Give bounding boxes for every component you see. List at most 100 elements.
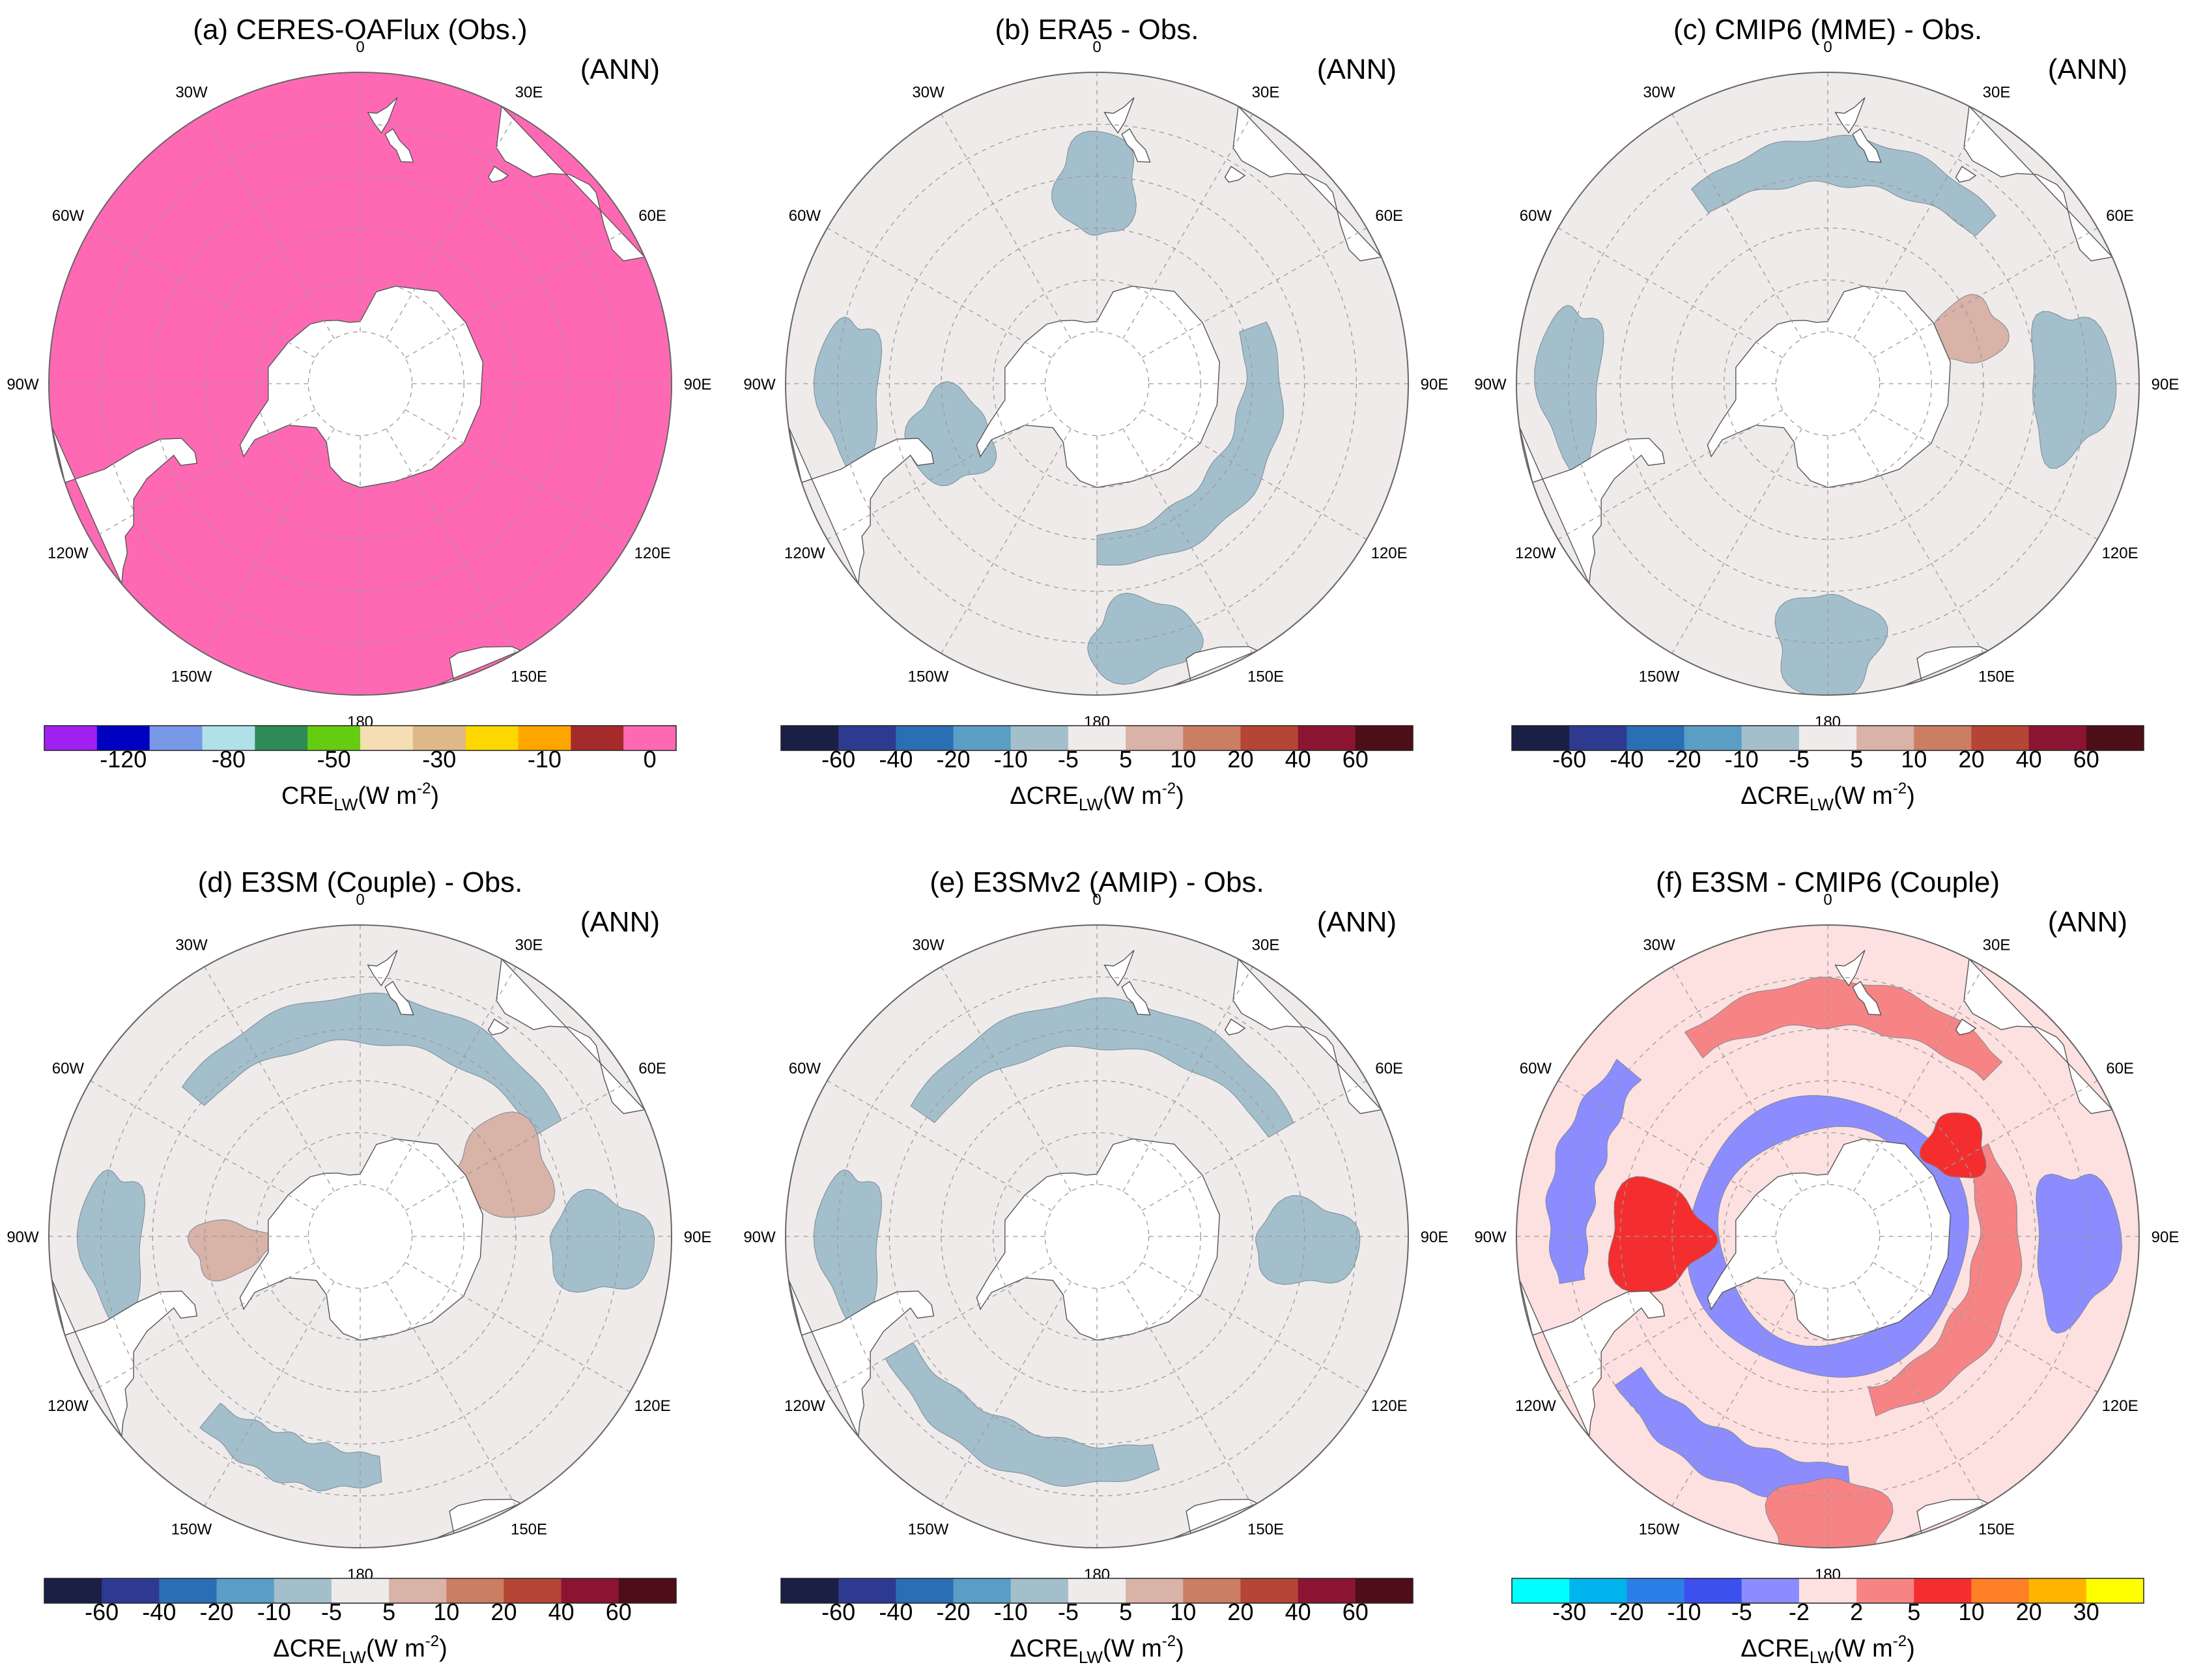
anomaly-region <box>1691 134 1996 237</box>
land-mass <box>1232 958 1383 1115</box>
longitude-gridline <box>1872 1080 2098 1211</box>
land-mass <box>1963 105 2114 262</box>
colorbar-swatch <box>2028 1578 2087 1603</box>
colorbar-swatch <box>1569 1578 1627 1603</box>
colorbar-swatch <box>1627 1578 1685 1603</box>
longitude-gridline <box>1557 409 1783 540</box>
land-mass <box>1103 97 1135 134</box>
anomaly-region <box>1919 1112 1987 1178</box>
latitude-gridline <box>993 1132 1201 1341</box>
anomaly-region <box>1051 130 1137 236</box>
colorbar-swatch <box>896 1578 954 1603</box>
longitude-label: 60E <box>638 1060 666 1077</box>
land-mass <box>496 105 646 262</box>
colorbar-swatch <box>202 726 255 750</box>
colorbar-swatch <box>465 726 519 750</box>
longitude-label: 30W <box>1643 936 1675 954</box>
longitude-label: 90E <box>1421 376 1449 393</box>
longitude-gridline <box>1141 409 1367 540</box>
colorbar: -60 -40 -20 -10 -5 5 10 20 40 60 ΔCRELW(W m-2) <box>44 1578 677 1667</box>
colorbar-swatch <box>1971 1578 2030 1603</box>
anomaly-region <box>885 1342 1160 1487</box>
longitude-label: 30E <box>515 936 543 954</box>
panel-f: 030E60E90E120E150E180150W120W90W60W30W(f… <box>1474 866 2179 1667</box>
colorbar-tick-label: -2 <box>1789 1599 1810 1625</box>
colorbar-frame <box>780 1578 1414 1604</box>
colorbar-frame <box>44 1578 677 1604</box>
longitude-label: 90W <box>743 376 776 393</box>
colorbar-tick-label: 60 <box>1343 746 1369 773</box>
longitude-gridline <box>1872 227 2098 358</box>
longitude-label: 120W <box>1515 545 1556 562</box>
longitude-gridline <box>1853 428 1984 654</box>
land-mass <box>1224 1018 1246 1036</box>
longitude-label: 0 <box>1092 38 1101 56</box>
colorbar-swatch <box>1914 726 1972 750</box>
anomaly-layer <box>786 72 1408 695</box>
colorbar-tick-label: -60 <box>85 1599 119 1625</box>
colorbar-swatch <box>518 726 571 750</box>
longitude-gridline <box>1671 966 1802 1192</box>
colorbar-tick-label: 0 <box>644 746 657 773</box>
anomaly-region <box>199 1402 382 1492</box>
longitude-label: 90W <box>1474 376 1507 393</box>
longitude-label: 90E <box>1421 1229 1449 1246</box>
colorbar-tick-label: -5 <box>1731 1599 1752 1625</box>
longitude-gridline <box>1122 113 1253 339</box>
longitude-label: 120W <box>784 1397 825 1415</box>
colorbar-swatch <box>412 726 466 750</box>
colorbar-title: ΔCRELW(W m-2) <box>273 1632 447 1667</box>
season-label: (ANN) <box>580 906 660 938</box>
colorbar-swatch <box>781 726 839 750</box>
colorbar-swatch <box>389 1578 447 1603</box>
land-mass <box>1707 1138 1952 1341</box>
longitude-label: 60W <box>52 1060 85 1077</box>
colorbar: -120 -80 -50 -30 -10 0 CRELW(W m-2) <box>44 725 677 814</box>
colorbar-tick-label: -20 <box>937 1599 971 1625</box>
colorbar-swatch <box>96 726 150 750</box>
colorbar-swatch <box>1569 726 1627 750</box>
longitude-gridline <box>1122 966 1253 1192</box>
longitude-label: 90E <box>2152 376 2180 393</box>
land-mass <box>1172 1498 1258 1539</box>
colorbar-swatch <box>1684 726 1742 750</box>
colorbar-tick-label: -5 <box>321 1599 342 1625</box>
land-mass <box>976 1138 1221 1341</box>
longitude-label: 120E <box>2102 1397 2138 1415</box>
colorbar-swatch <box>274 1578 332 1603</box>
longitude-gridline <box>1122 1281 1253 1507</box>
colorbar: -60 -40 -20 -10 -5 5 10 20 40 60 ΔCRELW(W m-2) <box>1511 725 2144 814</box>
colorbar-frame <box>1511 725 2144 751</box>
anomaly-region <box>813 1169 883 1335</box>
longitude-label: 30E <box>1252 83 1280 101</box>
longitude-label: 60W <box>1520 1060 1552 1077</box>
longitude-gridline <box>941 428 1072 654</box>
colorbar-swatch <box>838 1578 896 1603</box>
panel-b: 030E60E90E120E150E180150W120W90W60W30W(b… <box>743 14 1448 814</box>
longitude-gridline <box>204 428 335 654</box>
longitude-label: 0 <box>1092 891 1101 909</box>
colorbar-tick-label: 60 <box>2073 746 2099 773</box>
colorbar-swatch <box>623 726 677 750</box>
anomaly-region <box>1096 321 1284 566</box>
anomaly-region <box>1614 1367 1851 1499</box>
colorbar-tick-label: 40 <box>548 1599 575 1625</box>
colorbar-swatch <box>953 726 1012 750</box>
colorbar-swatch <box>1068 1578 1126 1603</box>
longitude-gridline <box>1557 1080 1783 1211</box>
panel-a: 030E60E90E120E150E180150W120W90W60W30W(a… <box>7 14 711 814</box>
longitude-gridline <box>405 1080 631 1211</box>
map-boundary <box>1516 924 2140 1548</box>
map-boundary <box>785 924 1409 1548</box>
colorbar-tick-label: -20 <box>937 746 971 773</box>
longitude-gridline <box>941 1281 1072 1507</box>
anomaly-region <box>813 317 883 482</box>
land-mass <box>976 285 1221 489</box>
colorbar-swatch <box>360 726 414 750</box>
longitude-label: 150W <box>171 668 212 686</box>
land-mass <box>1834 97 1866 134</box>
colorbar-frame <box>44 725 677 751</box>
land-mass <box>435 1498 522 1539</box>
colorbar-tick-label: 5 <box>1850 746 1863 773</box>
colorbar-tick-label: -60 <box>1552 746 1586 773</box>
